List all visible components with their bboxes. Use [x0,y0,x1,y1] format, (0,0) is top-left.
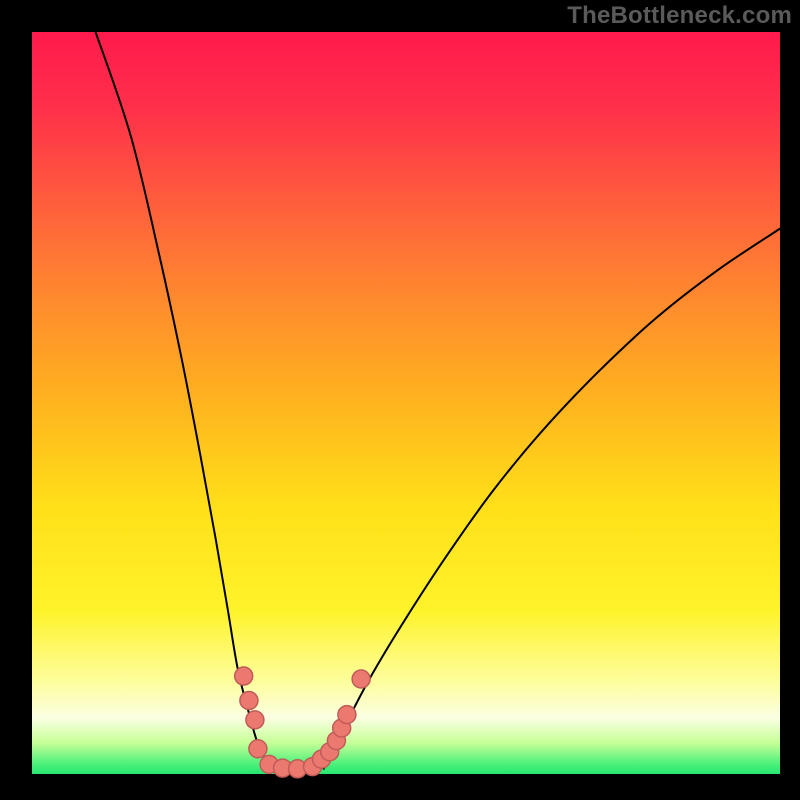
marker-point [235,667,253,685]
plot-background [32,32,780,774]
marker-point [249,740,267,758]
marker-point [338,706,356,724]
marker-point [240,692,258,710]
marker-point [352,670,370,688]
marker-point [246,711,264,729]
chart-container: TheBottleneck.com [0,0,800,800]
chart-svg [0,0,800,800]
watermark-text: TheBottleneck.com [567,2,792,29]
watermark-label: TheBottleneck.com [567,2,792,30]
